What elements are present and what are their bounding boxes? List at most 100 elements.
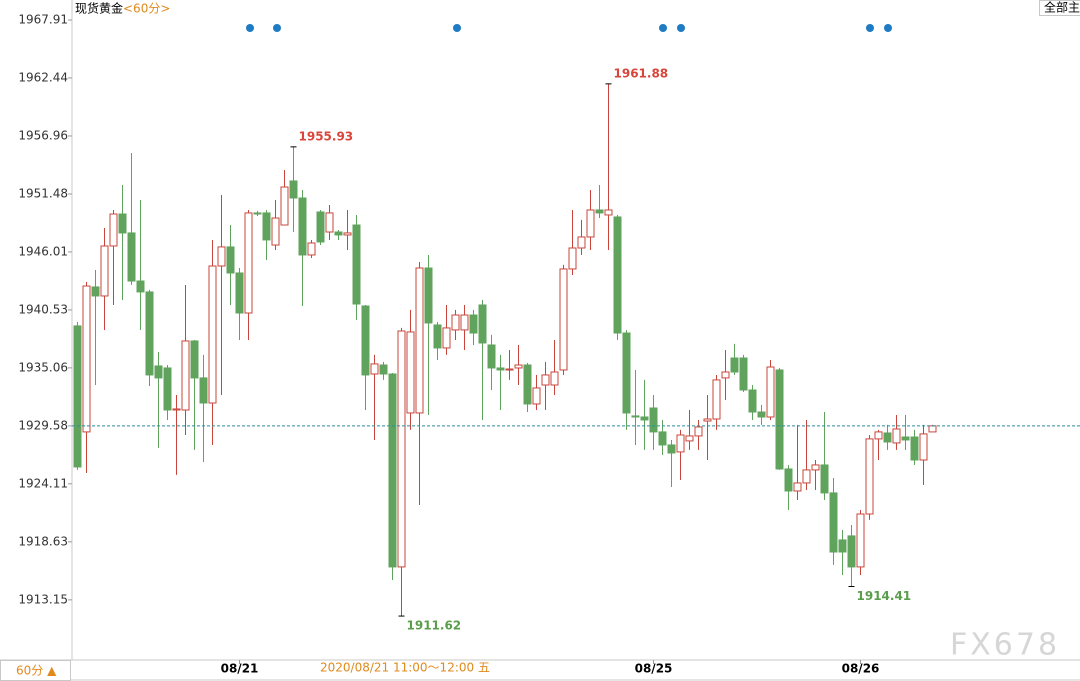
event-marker[interactable] [273, 24, 281, 32]
candle [613, 214, 622, 341]
candle-body [127, 232, 136, 282]
candle-body [883, 432, 892, 443]
candle [136, 200, 145, 330]
candle-body [613, 216, 622, 334]
candle [901, 414, 910, 450]
candle [469, 309, 478, 345]
candle-body [847, 535, 856, 568]
candle [820, 412, 829, 501]
candle [334, 229, 343, 240]
candle-body [640, 416, 649, 421]
candle-body [775, 369, 784, 470]
candle [397, 327, 406, 617]
candle-body [721, 371, 730, 379]
candle-body [802, 469, 811, 484]
candle-body [604, 209, 613, 216]
candle-body [838, 539, 847, 553]
candle [703, 394, 712, 460]
candle-body [523, 364, 532, 405]
candle [523, 362, 532, 413]
candle-body [298, 197, 307, 256]
candle-body [874, 431, 883, 440]
candle [514, 344, 523, 386]
candle-body [667, 444, 676, 454]
candle-body [829, 492, 838, 553]
candle-body [469, 314, 478, 334]
event-marker[interactable] [246, 24, 254, 32]
event-marker[interactable] [453, 24, 461, 32]
candle [226, 225, 235, 305]
candle-body [901, 436, 910, 441]
candle-body [433, 324, 442, 349]
x-tick-label: 08/21 [221, 662, 259, 676]
y-tick-label: 1924.11 [18, 476, 68, 490]
menu-button-box[interactable] [1039, 0, 1080, 16]
candle [163, 364, 172, 420]
candle-body [793, 482, 802, 492]
candle [415, 261, 424, 505]
candle-body [145, 291, 154, 376]
y-tick-label: 1951.48 [18, 186, 68, 200]
y-tick-label: 1913.15 [18, 592, 68, 606]
candle-body [163, 367, 172, 411]
candle-body [676, 434, 685, 453]
candle-body [622, 332, 631, 414]
candle [460, 304, 469, 350]
candle-body [784, 468, 793, 492]
candle [253, 210, 262, 217]
candle [829, 477, 838, 565]
event-marker[interactable] [659, 24, 667, 32]
candle-body [568, 247, 577, 270]
candle-body [190, 340, 199, 379]
candle [109, 209, 118, 305]
event-marker[interactable] [884, 24, 892, 32]
candle [676, 429, 685, 480]
candle [622, 329, 631, 430]
candle-body [244, 212, 253, 314]
candle-body [388, 373, 397, 568]
candle-body [496, 367, 505, 371]
candle [541, 361, 550, 410]
candle-body [820, 464, 829, 494]
candle [127, 153, 136, 285]
event-marker[interactable] [677, 24, 685, 32]
candle [451, 309, 460, 341]
candle-body [379, 364, 388, 375]
candle [91, 270, 100, 386]
candle-body [514, 364, 523, 369]
candle-body [82, 285, 91, 433]
candle-body [712, 379, 721, 420]
candle [883, 424, 892, 450]
candle-body [307, 242, 316, 256]
period-button[interactable]: 60分 ▲ [16, 664, 57, 678]
candle-body [595, 209, 604, 214]
candle [694, 419, 703, 450]
event-marker[interactable] [866, 24, 874, 32]
candle-body [631, 415, 640, 418]
candle [757, 404, 766, 425]
candle-body [136, 280, 145, 293]
extreme-label: 1914.41 [857, 589, 912, 603]
candle [361, 304, 370, 410]
candle [325, 204, 334, 240]
candle [775, 367, 784, 470]
candle-body [397, 330, 406, 568]
y-tick-label: 1962.44 [18, 70, 68, 84]
candle-body [118, 213, 127, 234]
candle [442, 304, 451, 355]
candle-body [460, 314, 469, 331]
candle-body [442, 327, 451, 349]
candle-body [415, 267, 424, 414]
candle [217, 194, 226, 395]
candle-body [739, 357, 748, 391]
candle [838, 529, 847, 575]
candle [289, 146, 298, 233]
candle-body [685, 435, 694, 442]
candle [271, 200, 280, 251]
candle-body [154, 365, 163, 379]
candle-body [586, 209, 595, 238]
candle [181, 284, 190, 435]
y-tick-label: 1956.96 [18, 128, 68, 142]
menu-button[interactable]: 全部主 [1044, 0, 1080, 15]
candle [631, 369, 640, 445]
